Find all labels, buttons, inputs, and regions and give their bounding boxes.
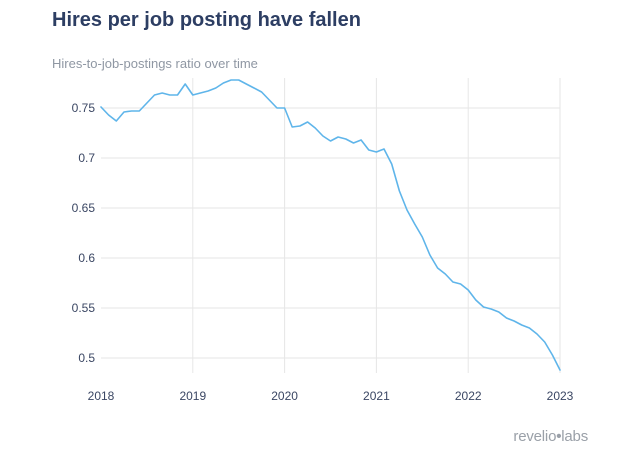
- x-tick-label: 2022: [455, 389, 482, 403]
- y-tick-label: 0.65: [72, 201, 96, 215]
- x-axis-ticks: 2018 2019 2020 2021 2022 2023: [88, 389, 574, 403]
- series-layer: [100, 79, 561, 371]
- y-tick-label: 0.5: [78, 351, 95, 365]
- y-tick-label: 0.7: [78, 151, 95, 165]
- logo-brand: revelio: [513, 428, 557, 445]
- x-tick-label: 2018: [88, 389, 115, 403]
- logo-suffix: labs: [561, 428, 588, 445]
- y-gridlines: [101, 107, 560, 359]
- chart-subtitle: Hires-to-job-postings ratio over time: [52, 56, 258, 71]
- series-line: [100, 79, 561, 371]
- y-axis-ticks: 0.5 0.55 0.6 0.65 0.7 0.75: [72, 101, 96, 365]
- y-tick-label: 0.75: [72, 101, 96, 115]
- x-tick-label: 2021: [363, 389, 390, 403]
- y-tick-label: 0.55: [72, 301, 96, 315]
- chart-title: Hires per job posting have fallen: [52, 9, 361, 31]
- x-tick-label: 2020: [271, 389, 298, 403]
- x-tick-label: 2023: [547, 389, 574, 403]
- x-gridlines: [192, 78, 561, 373]
- x-tick-label: 2019: [179, 389, 206, 403]
- revelio-labs-logo: revelio•labs: [513, 428, 588, 445]
- logo-mark: •: [556, 428, 562, 445]
- y-tick-label: 0.6: [78, 251, 95, 265]
